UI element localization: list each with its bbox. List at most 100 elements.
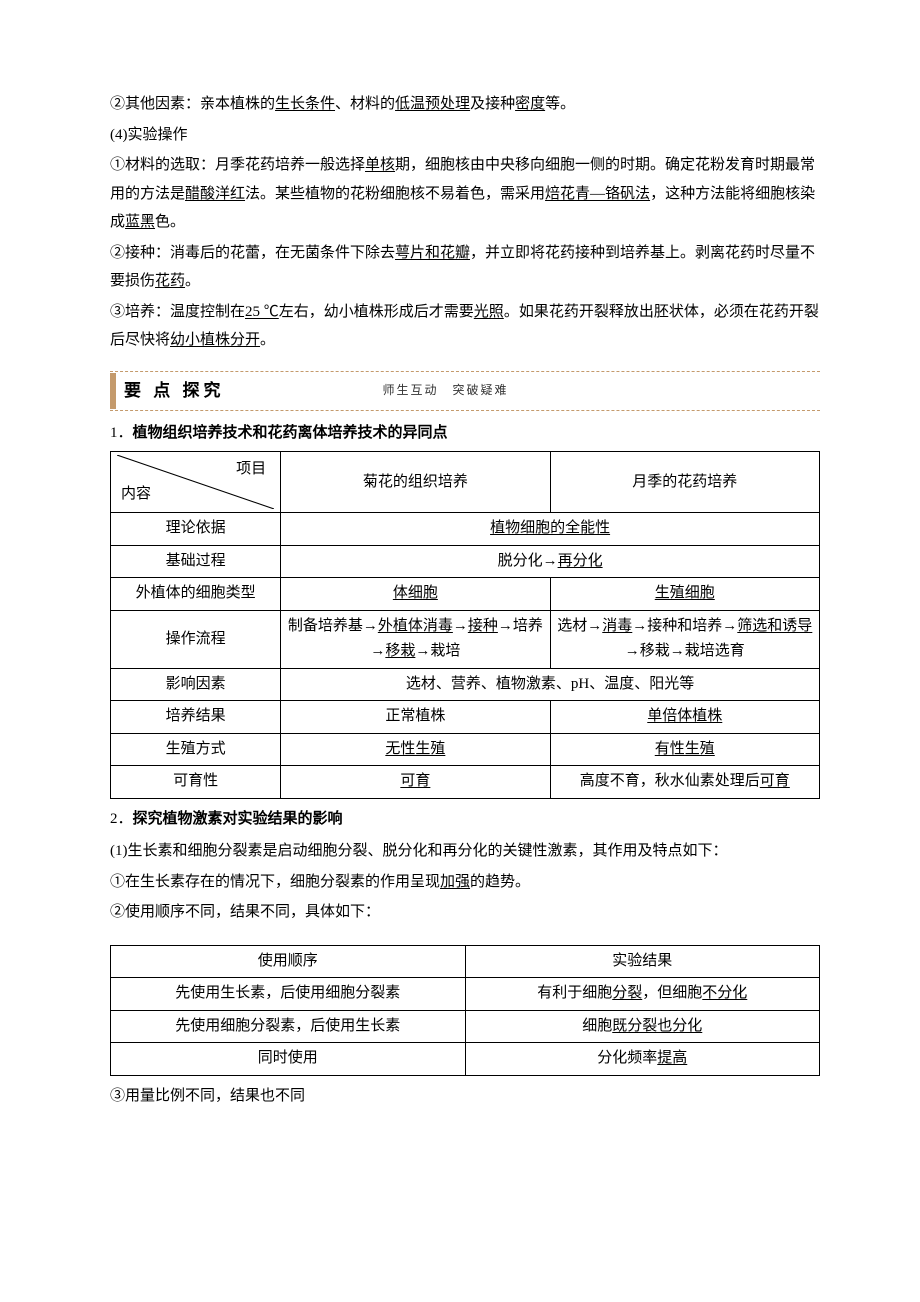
row-header: 生殖方式	[111, 733, 281, 766]
u: 幼小植株分开	[170, 332, 260, 348]
text: →接种和培养→	[632, 618, 737, 634]
cell: 先使用生长素，后使用细胞分裂素	[111, 978, 466, 1011]
text: 等。	[545, 96, 575, 112]
u: 单核	[365, 157, 395, 173]
text: 左右，幼小植株形成后才需要	[279, 304, 474, 320]
text: (4)实验操作	[110, 127, 188, 143]
table-row: 同时使用 分化频率提高	[111, 1043, 820, 1076]
row-header: 基础过程	[111, 545, 281, 578]
cell: 植物细胞的全能性	[281, 513, 820, 546]
u: 光照	[474, 304, 504, 320]
cell: 生殖细胞	[550, 578, 819, 611]
table-row: 外植体的细胞类型 体细胞 生殖细胞	[111, 578, 820, 611]
u: 移栽	[385, 643, 415, 659]
text: 、材料的	[335, 96, 395, 112]
para-exp-ops-title: (4)实验操作	[110, 121, 820, 150]
heading-num: 2．	[110, 811, 133, 827]
text: ③培养：温度控制在	[110, 304, 245, 320]
u: 分裂	[612, 985, 642, 1001]
cell: 分化频率提高	[465, 1043, 820, 1076]
u: 消毒	[602, 618, 632, 634]
cell: 有性生殖	[550, 733, 819, 766]
u: 蓝黑	[125, 214, 155, 230]
col-header: 菊花的组织培养	[281, 452, 550, 513]
para-hormone-1: ①在生长素存在的情况下，细胞分裂素的作用呈现加强的趋势。	[110, 868, 820, 897]
u: 低温预处理	[395, 96, 470, 112]
u: 提高	[657, 1050, 687, 1066]
text: 脱分化→	[498, 553, 558, 569]
table-row: 理论依据 植物细胞的全能性	[111, 513, 820, 546]
text: →	[453, 618, 468, 634]
u: 接种	[468, 618, 498, 634]
text: 法。某些植物的花粉细胞核不易着色，需采用	[245, 186, 545, 202]
u: 生长条件	[275, 96, 335, 112]
text: ②接种：消毒后的花蕾，在无菌条件下除去	[110, 245, 395, 261]
diag-top: 项目	[236, 457, 266, 483]
text: 有利于细胞	[537, 985, 612, 1001]
table-row: 操作流程 制备培养基→外植体消毒→接种→培养→移栽→栽培 选材→消毒→接种和培养…	[111, 610, 820, 668]
table-row: 先使用细胞分裂素，后使用生长素 细胞既分裂也分化	[111, 1010, 820, 1043]
diag-cell: 项目 内容	[111, 452, 281, 513]
table-row: 项目 内容 菊花的组织培养 月季的花药培养	[111, 452, 820, 513]
cell: 选材→消毒→接种和培养→筛选和诱导→移栽→栽培选育	[550, 610, 819, 668]
u: 外植体消毒	[378, 618, 453, 634]
u: 体细胞	[393, 585, 438, 601]
para-hormone-intro: (1)生长素和细胞分裂素是启动细胞分裂、脱分化和再分化的关键性激素，其作用及特点…	[110, 837, 820, 866]
text: ②其他因素：亲本植株的	[110, 96, 275, 112]
table-row: 先使用生长素，后使用细胞分裂素 有利于细胞分裂，但细胞不分化	[111, 978, 820, 1011]
para-hormone-2: ②使用顺序不同，结果不同，具体如下：	[110, 898, 820, 927]
text: →栽培	[415, 643, 460, 659]
table-row: 生殖方式 无性生殖 有性生殖	[111, 733, 820, 766]
row-header: 影响因素	[111, 668, 281, 701]
section-bar: 要 点 探究 师生互动 突破疑难	[110, 371, 820, 411]
u: 单倍体植株	[647, 708, 722, 724]
heading-2: 2．探究植物激素对实验结果的影响	[110, 805, 820, 834]
heading-text: 植物组织培养技术和花药离体培养技术的异同点	[133, 425, 448, 441]
cell: 可育	[281, 766, 550, 799]
cell: 单倍体植株	[550, 701, 819, 734]
text: 色。	[155, 214, 185, 230]
u: 加强	[440, 874, 470, 890]
para-ratio: ③用量比例不同，结果也不同	[110, 1082, 820, 1111]
cell: 同时使用	[111, 1043, 466, 1076]
text: 。	[185, 273, 200, 289]
row-header: 外植体的细胞类型	[111, 578, 281, 611]
u: 萼片和花瓣	[395, 245, 470, 261]
row-header: 可育性	[111, 766, 281, 799]
text: (1)生长素和细胞分裂素是启动细胞分裂、脱分化和再分化的关键性激素，其作用及特点…	[110, 843, 728, 859]
u: 既分裂也分化	[612, 1018, 702, 1034]
cell: 有利于细胞分裂，但细胞不分化	[465, 978, 820, 1011]
text: 制备培养基→	[288, 618, 378, 634]
table-row: 影响因素 选材、营养、植物激素、pH、温度、阳光等	[111, 668, 820, 701]
heading-text: 探究植物激素对实验结果的影响	[133, 811, 343, 827]
cell: 选材、营养、植物激素、pH、温度、阳光等	[281, 668, 820, 701]
u: 不分化	[702, 985, 747, 1001]
u: 花药	[155, 273, 185, 289]
para-material-select: ①材料的选取：月季花药培养一般选择单核期，细胞核由中央移向细胞一侧的时期。确定花…	[110, 151, 820, 237]
u: 可育	[400, 773, 430, 789]
text: 高度不育，秋水仙素处理后	[580, 773, 760, 789]
text: ②使用顺序不同，结果不同，具体如下：	[110, 904, 380, 920]
u: 无性生殖	[385, 741, 445, 757]
u: 25 ℃	[245, 304, 279, 320]
table-row: 培养结果 正常植株 单倍体植株	[111, 701, 820, 734]
comparison-table: 项目 内容 菊花的组织培养 月季的花药培养 理论依据 植物细胞的全能性 基础过程…	[110, 451, 820, 799]
heading-num: 1．	[110, 425, 133, 441]
cell: 先使用细胞分裂素，后使用生长素	[111, 1010, 466, 1043]
section-header: 要 点 探究 师生互动 突破疑难	[110, 371, 820, 411]
row-header: 培养结果	[111, 701, 281, 734]
cell: 体细胞	[281, 578, 550, 611]
para-other-factors: ②其他因素：亲本植株的生长条件、材料的低温预处理及接种密度等。	[110, 90, 820, 119]
text: 及接种	[470, 96, 515, 112]
table-row: 使用顺序 实验结果	[111, 945, 820, 978]
section-title: 要 点 探究	[110, 373, 233, 409]
text: ①材料的选取：月季花药培养一般选择	[110, 157, 365, 173]
row-header: 操作流程	[111, 610, 281, 668]
cell: 无性生殖	[281, 733, 550, 766]
cell: 细胞既分裂也分化	[465, 1010, 820, 1043]
para-inoculation: ②接种：消毒后的花蕾，在无菌条件下除去萼片和花瓣，并立即将花药接种到培养基上。剥…	[110, 239, 820, 296]
col-header: 月季的花药培养	[550, 452, 819, 513]
col-header: 实验结果	[465, 945, 820, 978]
cell: 脱分化→再分化	[281, 545, 820, 578]
cell: 制备培养基→外植体消毒→接种→培养→移栽→栽培	[281, 610, 550, 668]
